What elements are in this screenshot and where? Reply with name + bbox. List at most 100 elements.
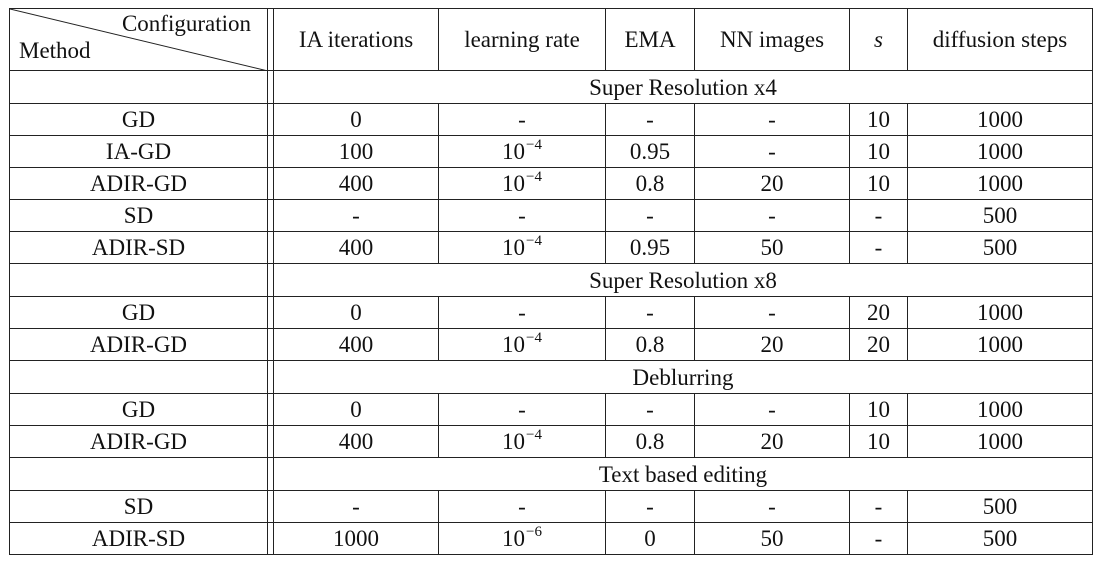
nn-images-cell: - bbox=[694, 296, 850, 329]
ema-cell: - bbox=[605, 393, 695, 426]
section-method-blank bbox=[9, 457, 268, 491]
learning-rate-cell: 10−4 bbox=[438, 425, 606, 458]
learning-rate-cell: 10−4 bbox=[438, 231, 606, 264]
ia-iterations-cell: 400 bbox=[273, 231, 439, 264]
ema-cell: - bbox=[605, 103, 695, 136]
s-cell: - bbox=[849, 522, 908, 555]
diagonal-line bbox=[10, 9, 268, 71]
learning-rate-base: 10 bbox=[502, 139, 526, 164]
learning-rate-base: - bbox=[518, 397, 526, 422]
table-row: ADIR-GD 400 10−4 0.8 20 10 1000 bbox=[9, 425, 1093, 458]
learning-rate-exponent: −4 bbox=[526, 137, 542, 153]
diffusion-steps-cell: 1000 bbox=[907, 103, 1093, 136]
table-row: ADIR-GD 400 10−4 0.8 20 20 1000 bbox=[9, 328, 1093, 361]
diffusion-steps-cell: 1000 bbox=[907, 393, 1093, 426]
learning-rate-cell: 10−4 bbox=[438, 167, 606, 200]
learning-rate-exponent: −4 bbox=[526, 330, 542, 346]
column-header-nn-images: NN images bbox=[694, 8, 850, 71]
method-cell: ADIR-GD bbox=[9, 328, 268, 361]
learning-rate-cell: - bbox=[438, 103, 606, 136]
ema-cell: 0.8 bbox=[605, 167, 695, 200]
table-body: Super Resolution x4 GD 0- - -10 1000 IA-GD 100 1… bbox=[9, 70, 1093, 555]
learning-rate-exponent: −4 bbox=[526, 427, 542, 443]
diffusion-steps-cell: 500 bbox=[907, 490, 1093, 523]
ema-cell: - bbox=[605, 199, 695, 232]
method-cell: GD bbox=[9, 103, 268, 136]
section-title: Super Resolution x8 bbox=[273, 263, 1093, 297]
diffusion-steps-cell: 1000 bbox=[907, 135, 1093, 168]
s-cell: - bbox=[849, 490, 908, 523]
method-cell: IA-GD bbox=[9, 135, 268, 168]
nn-images-cell: - bbox=[694, 490, 850, 523]
learning-rate-exponent: −6 bbox=[526, 524, 542, 540]
learning-rate-cell: 10−4 bbox=[438, 135, 606, 168]
learning-rate-base: 10 bbox=[502, 235, 526, 260]
column-header-s: s bbox=[849, 8, 908, 71]
ia-iterations-cell: 0 bbox=[273, 393, 439, 426]
method-cell: GD bbox=[9, 296, 268, 329]
learning-rate-base: - bbox=[518, 300, 526, 325]
ema-cell: - bbox=[605, 296, 695, 329]
column-header-ema: EMA bbox=[605, 8, 695, 71]
table-row: ADIR-SD 1000 10−6 0 50-500 bbox=[9, 522, 1093, 555]
table-row: GD 0- - -10 1000 bbox=[9, 393, 1093, 426]
ia-iterations-cell: 100 bbox=[273, 135, 439, 168]
method-cell: GD bbox=[9, 393, 268, 426]
method-cell: ADIR-GD bbox=[9, 425, 268, 458]
learning-rate-cell: - bbox=[438, 199, 606, 232]
learning-rate-exponent: −4 bbox=[526, 233, 542, 249]
learning-rate-base: - bbox=[518, 494, 526, 519]
method-cell: SD bbox=[9, 490, 268, 523]
method-cell: SD bbox=[9, 199, 268, 232]
learning-rate-cell: - bbox=[438, 296, 606, 329]
ia-iterations-cell: - bbox=[273, 490, 439, 523]
s-cell: 20 bbox=[849, 296, 908, 329]
section-method-blank bbox=[9, 360, 268, 394]
ia-iterations-cell: 0 bbox=[273, 296, 439, 329]
table-row: GD 0- - -10 1000 bbox=[9, 103, 1093, 136]
nn-images-cell: - bbox=[694, 103, 850, 136]
nn-images-cell: - bbox=[694, 135, 850, 168]
section-method-blank bbox=[9, 263, 268, 297]
ia-iterations-cell: 400 bbox=[273, 167, 439, 200]
s-cell: - bbox=[849, 199, 908, 232]
table-row: GD 0- - -20 1000 bbox=[9, 296, 1093, 329]
header-row: Configuration Method IA iterations learn… bbox=[9, 8, 1093, 71]
column-header-ia-iterations: IA iterations bbox=[273, 8, 439, 71]
diffusion-steps-cell: 1000 bbox=[907, 167, 1093, 200]
nn-images-cell: - bbox=[694, 199, 850, 232]
diffusion-steps-cell: 1000 bbox=[907, 296, 1093, 329]
ema-cell: 0.95 bbox=[605, 135, 695, 168]
learning-rate-exponent: −4 bbox=[526, 169, 542, 185]
table-row: ADIR-GD 400 10−4 0.8 20 10 1000 bbox=[9, 167, 1093, 200]
diffusion-steps-cell: 500 bbox=[907, 199, 1093, 232]
section-title: Deblurring bbox=[273, 360, 1093, 394]
diffusion-steps-cell: 500 bbox=[907, 231, 1093, 264]
s-cell: 10 bbox=[849, 167, 908, 200]
learning-rate-base: 10 bbox=[502, 171, 526, 196]
ema-cell: 0.8 bbox=[605, 328, 695, 361]
s-cell: 10 bbox=[849, 425, 908, 458]
configuration-table: Configuration Method IA iterations learn… bbox=[9, 8, 1093, 555]
learning-rate-base: - bbox=[518, 203, 526, 228]
table-row: IA-GD 100 10−4 0.95- 10 1000 bbox=[9, 135, 1093, 168]
learning-rate-base: 10 bbox=[502, 526, 526, 551]
method-label: Method bbox=[19, 38, 91, 63]
column-header-diffusion-steps: diffusion steps bbox=[907, 8, 1093, 71]
table-row: SD - - - - -500 bbox=[9, 490, 1093, 523]
section-row: Text based editing bbox=[9, 457, 1093, 491]
nn-images-cell: 20 bbox=[694, 425, 850, 458]
s-cell: 10 bbox=[849, 393, 908, 426]
ia-iterations-cell: 400 bbox=[273, 328, 439, 361]
column-header-learning-rate: learning rate bbox=[438, 8, 606, 71]
s-cell: 20 bbox=[849, 328, 908, 361]
section-title: Super Resolution x4 bbox=[273, 70, 1093, 104]
method-cell: ADIR-SD bbox=[9, 231, 268, 264]
nn-images-cell: - bbox=[694, 393, 850, 426]
table-row: ADIR-SD 400 10−4 0.95 50-500 bbox=[9, 231, 1093, 264]
ia-iterations-cell: 0 bbox=[273, 103, 439, 136]
section-row: Super Resolution x4 bbox=[9, 70, 1093, 104]
ia-iterations-cell: - bbox=[273, 199, 439, 232]
learning-rate-base: 10 bbox=[502, 429, 526, 454]
learning-rate-cell: 10−6 bbox=[438, 522, 606, 555]
